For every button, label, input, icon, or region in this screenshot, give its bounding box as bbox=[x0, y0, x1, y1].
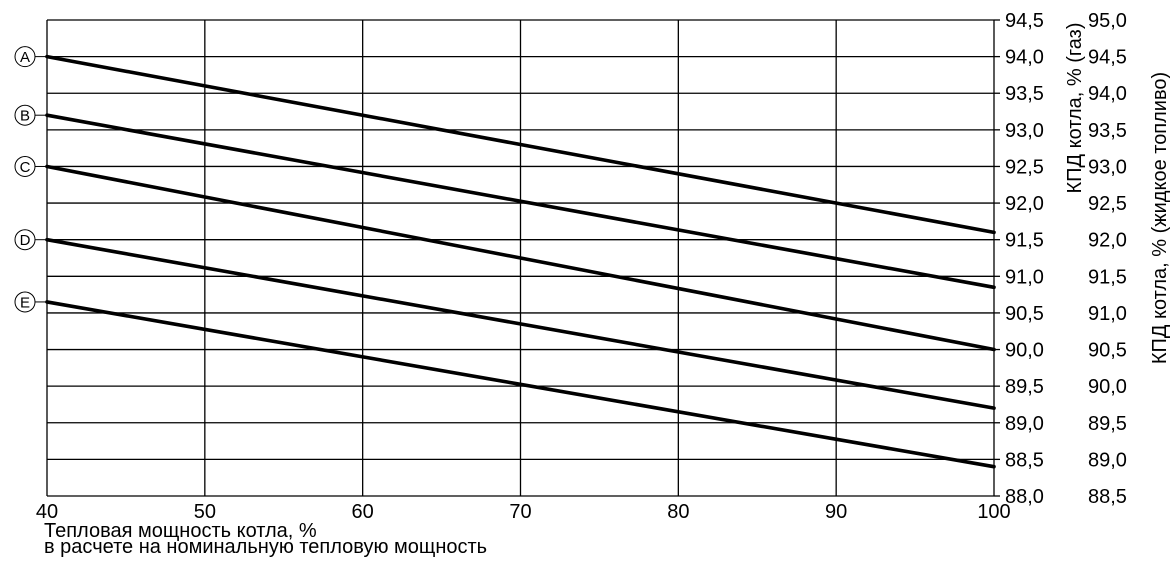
y-oil-tick-label-10: 90,0 bbox=[1088, 376, 1127, 398]
y-axis-title-gas: КПД котла, % (газ) bbox=[1064, 23, 1086, 194]
y-gas-tick-label-1: 94,0 bbox=[1005, 47, 1044, 69]
x-tick-label-5: 90 bbox=[825, 501, 847, 520]
y-gas-tick-label-7: 91,0 bbox=[1005, 266, 1044, 288]
y-gas-tick-label-13: 88,0 bbox=[1005, 486, 1044, 508]
y-gas-tick-label-10: 89,5 bbox=[1005, 376, 1044, 398]
series-label-circle-c bbox=[14, 155, 36, 177]
y-oil-tick-label-12: 89,0 bbox=[1088, 449, 1127, 471]
y-gas-tick-label-9: 90,0 bbox=[1005, 340, 1044, 362]
series-label-circle-b bbox=[14, 104, 36, 126]
series-labels: A B C D E bbox=[14, 46, 47, 313]
y-oil-tick-label-0: 95,0 bbox=[1088, 10, 1127, 32]
y-gas-tick-label-6: 91,5 bbox=[1005, 230, 1044, 252]
grid bbox=[46, 19, 1000, 497]
series-label-circle-d bbox=[14, 229, 36, 251]
series-line-a bbox=[45, 54, 996, 235]
y-oil-tick-label-9: 90,5 bbox=[1088, 340, 1127, 362]
series-line-c bbox=[45, 164, 996, 352]
y-gas-tick-label-12: 88,5 bbox=[1005, 449, 1044, 471]
x-axis-title-line2: в расчете на номинальную тепловую мощнос… bbox=[44, 536, 488, 558]
y-axis-title-oil: КПД котла, % (жидкое топливо) bbox=[1149, 72, 1171, 364]
y-oil-tick-label-13: 88,5 bbox=[1088, 486, 1127, 508]
series-label-circle-e bbox=[14, 291, 36, 313]
x-axis-title-line1: Тепловая мощность котла, % bbox=[44, 520, 317, 542]
y-oil-tick-label-11: 89,5 bbox=[1088, 413, 1127, 435]
series-label-circle-a bbox=[14, 46, 36, 68]
efficiency-chart: A B C D E 40 50 60 70 80 90 100 94,5 94,0 93,5 93,0 92,… bbox=[14, 10, 1171, 520]
series-label-d: D bbox=[20, 232, 31, 249]
y-gas-tick-label-4: 92,5 bbox=[1005, 156, 1044, 178]
series-line-e bbox=[45, 300, 996, 469]
y-oil-tick-label-1: 94,5 bbox=[1088, 47, 1127, 69]
y-gas-tick-label-3: 93,0 bbox=[1005, 120, 1044, 142]
y-oil-tick-label-7: 91,5 bbox=[1088, 266, 1127, 288]
y-oil-tick-label-8: 91,0 bbox=[1088, 303, 1127, 325]
x-tick-label-3: 70 bbox=[509, 501, 531, 520]
series-line-d bbox=[45, 237, 996, 410]
y-oil-tick-label-4: 93,0 bbox=[1088, 156, 1127, 178]
series-label-a: A bbox=[20, 49, 30, 66]
y-oil-tick-label-3: 93,5 bbox=[1088, 120, 1127, 142]
x-tick-label-0: 40 bbox=[36, 501, 58, 520]
y-oil-tick-label-5: 92,5 bbox=[1088, 193, 1127, 215]
series-lines bbox=[45, 54, 996, 469]
y-oil-tick-label-6: 92,0 bbox=[1088, 230, 1127, 252]
y-gas-tick-label-2: 93,5 bbox=[1005, 83, 1044, 105]
x-tick-label-4: 80 bbox=[667, 501, 689, 520]
series-label-e: E bbox=[20, 294, 30, 311]
x-tick-label-1: 50 bbox=[194, 501, 216, 520]
x-tick-label-2: 60 bbox=[352, 501, 374, 520]
y-oil-tick-label-2: 94,0 bbox=[1088, 83, 1127, 105]
y-gas-tick-label-5: 92,0 bbox=[1005, 193, 1044, 215]
series-label-c: C bbox=[20, 159, 31, 176]
y-gas-tick-label-8: 90,5 bbox=[1005, 303, 1044, 325]
x-tick-label-6: 100 bbox=[977, 501, 1010, 520]
series-line-b bbox=[45, 113, 996, 290]
y-gas-tick-label-11: 89,0 bbox=[1005, 413, 1044, 435]
y-gas-tick-label-0: 94,5 bbox=[1005, 10, 1044, 32]
tick-labels: 40 50 60 70 80 90 100 94,5 94,0 93,5 93,0 92,5 92,0 9… bbox=[36, 10, 1127, 520]
series-label-b: B bbox=[20, 108, 30, 125]
